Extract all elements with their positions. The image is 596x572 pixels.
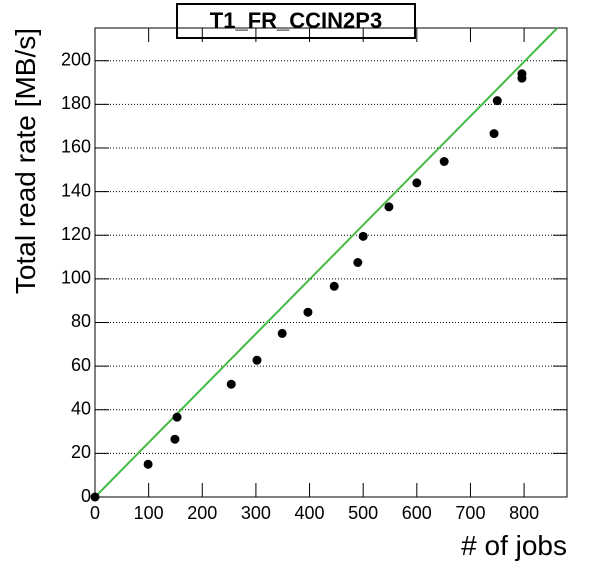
y-tick-label: 0 xyxy=(81,486,91,506)
data-point xyxy=(489,129,499,139)
data-point xyxy=(170,434,180,444)
y-tick-label: 20 xyxy=(71,442,91,462)
x-tick-label: 700 xyxy=(455,503,485,523)
fit-line xyxy=(94,27,559,498)
y-tick-label: 60 xyxy=(71,355,91,375)
y-tick-label: 180 xyxy=(61,93,91,113)
title-box xyxy=(176,3,416,39)
x-tick-label: 800 xyxy=(509,503,539,523)
data-point xyxy=(172,412,182,422)
data-point xyxy=(353,258,363,267)
data-point xyxy=(439,157,449,167)
data-point xyxy=(492,96,502,106)
data-point xyxy=(143,459,153,469)
x-tick-label: 0 xyxy=(90,503,100,523)
chart-title: T1_FR_CCIN2P3 xyxy=(210,8,382,33)
data-point xyxy=(517,73,527,83)
y-axis-label: Total read rate [MB/s] xyxy=(10,28,41,294)
y-tick-label: 140 xyxy=(61,180,91,200)
y-tick-label: 120 xyxy=(61,224,91,244)
data-point xyxy=(329,281,339,291)
data-point xyxy=(90,492,100,502)
data-point xyxy=(252,355,262,365)
x-tick-label: 400 xyxy=(295,503,325,523)
y-tick-label: 40 xyxy=(71,398,91,418)
y-tick-label: 100 xyxy=(61,268,91,288)
data-point xyxy=(358,231,368,241)
x-tick-label: 300 xyxy=(241,503,271,523)
x-axis-label: # of jobs xyxy=(461,530,567,561)
data-point xyxy=(226,379,236,389)
plot-frame xyxy=(94,27,568,498)
y-tick-label: 80 xyxy=(71,311,91,331)
x-tick-label: 600 xyxy=(402,503,432,523)
y-tick-label: 200 xyxy=(61,49,91,69)
data-point xyxy=(277,328,287,338)
data-point xyxy=(384,202,394,212)
y-tick-label: 160 xyxy=(61,137,91,157)
x-tick-label: 200 xyxy=(187,503,217,523)
data-point xyxy=(303,307,313,317)
data-point xyxy=(412,178,422,188)
x-tick-label: 100 xyxy=(134,503,164,523)
x-tick-label: 500 xyxy=(348,503,378,523)
